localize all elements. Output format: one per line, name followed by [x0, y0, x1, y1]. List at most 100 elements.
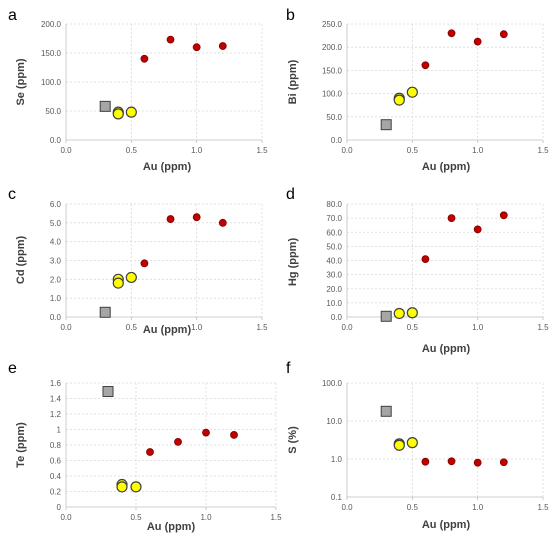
data-point-circle-yellow: [406, 307, 418, 319]
data-point-circle-yellow: [125, 271, 137, 284]
x-tick-label: 0.5: [407, 323, 419, 332]
data-point-circle-yellow: [393, 439, 405, 451]
chart-panel-f: f 0.1 1.0 10.0 100.0 0.0 0.5 1.0 1.5 Au (ppm) S (%…: [286, 360, 549, 531]
x-tick-label: 0.0: [60, 513, 72, 522]
y-tick-label: 1.2: [50, 410, 62, 419]
y-tick-label: 1.0: [50, 294, 62, 303]
x-tick-label: 0.5: [126, 323, 138, 332]
y-tick-label: 200.0: [322, 43, 343, 52]
data-point-circle-red: [166, 215, 175, 223]
x-tick-label: 1.0: [200, 513, 212, 522]
data-point-circle-red: [192, 213, 201, 222]
data-point-circle-red: [230, 431, 238, 439]
x-tick-label: 0.5: [407, 146, 419, 155]
y-tick-label: 250.0: [322, 20, 343, 29]
y-axis-title: S (%): [287, 426, 299, 454]
data-point-circle-red: [473, 225, 482, 234]
data-point-circle-yellow: [406, 86, 418, 98]
y-tick-label: 70.0: [326, 214, 342, 223]
y-tick-label: 10.0: [326, 299, 342, 308]
data-point-square-gray: [99, 306, 111, 318]
chart-panel-b: b 0.0 50.0 100.0 150.0 200.0 250.0 0.0 0.5 1.0 1.5…: [286, 7, 549, 173]
x-tick-label: 0.5: [130, 513, 142, 522]
y-tick-label: 0.0: [331, 136, 343, 145]
chart-panel-d: d 0.0 10.0 20.0 30.0 40.0 50.0 60.0 70.0 80.0 0.0 0…: [286, 186, 549, 355]
data-point-circle-yellow: [112, 277, 124, 289]
panel-letter: d: [286, 186, 295, 203]
panel-letter: a: [8, 7, 17, 24]
x-tick-label: 1.0: [472, 146, 484, 155]
data-point-circle-red: [421, 457, 430, 466]
y-axis-title: Te (ppm): [15, 422, 27, 468]
data-point-circle-red: [192, 43, 201, 52]
x-axis-title: Au (ppm): [422, 519, 471, 531]
data-point-circle-yellow: [130, 481, 142, 493]
x-axis-title: Au (ppm): [422, 343, 471, 355]
x-tick-label: 1.5: [537, 146, 549, 155]
y-tick-label: 0.1: [331, 493, 343, 502]
x-axis-title: Au (ppm): [422, 161, 471, 173]
y-tick-label: 150.0: [41, 49, 62, 58]
x-tick-label: 1.0: [472, 503, 484, 512]
data-point-circle-yellow: [125, 106, 137, 118]
y-tick-label: 1.4: [50, 395, 62, 404]
x-tick-label: 1.5: [537, 323, 549, 332]
y-tick-label: 2.0: [50, 275, 62, 284]
y-tick-label: 1.0: [331, 455, 343, 464]
data-point-circle-red: [473, 37, 482, 46]
y-tick-label: 10.0: [326, 417, 342, 426]
y-tick-label: 6.0: [50, 200, 62, 209]
y-tick-label: 50.0: [326, 113, 342, 122]
data-point-square-gray: [102, 386, 114, 398]
data-point-circle-red: [499, 458, 508, 467]
y-axis-title: Bi (ppm): [287, 59, 299, 104]
chart-panel-c: c 0.0 1.0 2.0 3.0 4.0 5.0 6.0 0.0 0.5 1.0 1.5 Au (pp…: [8, 186, 268, 336]
data-point-circle-red: [218, 42, 227, 50]
x-tick-label: 0.0: [60, 323, 72, 332]
y-tick-label: 0.0: [50, 313, 62, 322]
y-tick-label: 0: [57, 503, 62, 512]
panel-letter: e: [8, 360, 17, 377]
data-point-circle-yellow: [116, 481, 128, 493]
y-tick-label: 4.0: [50, 238, 62, 247]
y-tick-label: 60.0: [326, 228, 342, 237]
x-tick-label: 0.0: [60, 146, 72, 155]
x-tick-label: 1.5: [256, 146, 268, 155]
x-tick-label: 1.5: [256, 323, 268, 332]
data-point-circle-yellow: [393, 307, 405, 320]
x-axis-title: Au (ppm): [147, 521, 196, 533]
y-tick-label: 150.0: [322, 66, 343, 75]
y-tick-label: 0.4: [50, 472, 62, 481]
y-tick-label: 100.0: [322, 90, 343, 99]
data-point-circle-red: [421, 255, 430, 263]
x-tick-label: 1.0: [472, 323, 484, 332]
y-axis-title: Cd (ppm): [15, 236, 27, 285]
y-tick-label: 0.0: [50, 136, 62, 145]
x-tick-label: 0.0: [341, 146, 353, 155]
data-point-square-gray: [380, 310, 392, 322]
data-point-circle-red: [421, 61, 430, 70]
y-tick-label: 50.0: [45, 107, 61, 116]
data-point-circle-red: [146, 448, 154, 456]
x-tick-label: 1.5: [270, 513, 282, 522]
chart-panel-e: e 0 0.2 0.4 0.6 0.8 1 1.2 1.4 1.6 0.0 0.5 1.0 1.5 Au (…: [8, 360, 282, 533]
x-tick-label: 0.0: [341, 323, 353, 332]
y-tick-label: 0.6: [50, 457, 62, 466]
data-point-circle-red: [166, 35, 175, 44]
panel-letter: b: [286, 7, 295, 24]
y-tick-label: 100.0: [41, 78, 62, 87]
data-point-circle-red: [202, 428, 210, 437]
panel-letter: f: [286, 360, 291, 377]
data-point-circle-red: [140, 259, 149, 268]
y-tick-label: 30.0: [326, 271, 342, 280]
y-tick-label: 200.0: [41, 20, 62, 29]
y-tick-label: 0.8: [50, 441, 62, 450]
data-point-circle-yellow: [393, 94, 405, 106]
chart-panel-a: a 0.0 50.0 100.0 150.0 200.0 0.0 0.5 1.0 1.5 Au (p…: [8, 7, 268, 173]
y-axis-title: Hg (ppm): [287, 238, 299, 287]
x-tick-label: 0.5: [126, 146, 138, 155]
y-tick-label: 1.6: [50, 379, 62, 388]
data-point-circle-red: [140, 54, 149, 63]
data-point-circle-yellow: [406, 437, 418, 449]
